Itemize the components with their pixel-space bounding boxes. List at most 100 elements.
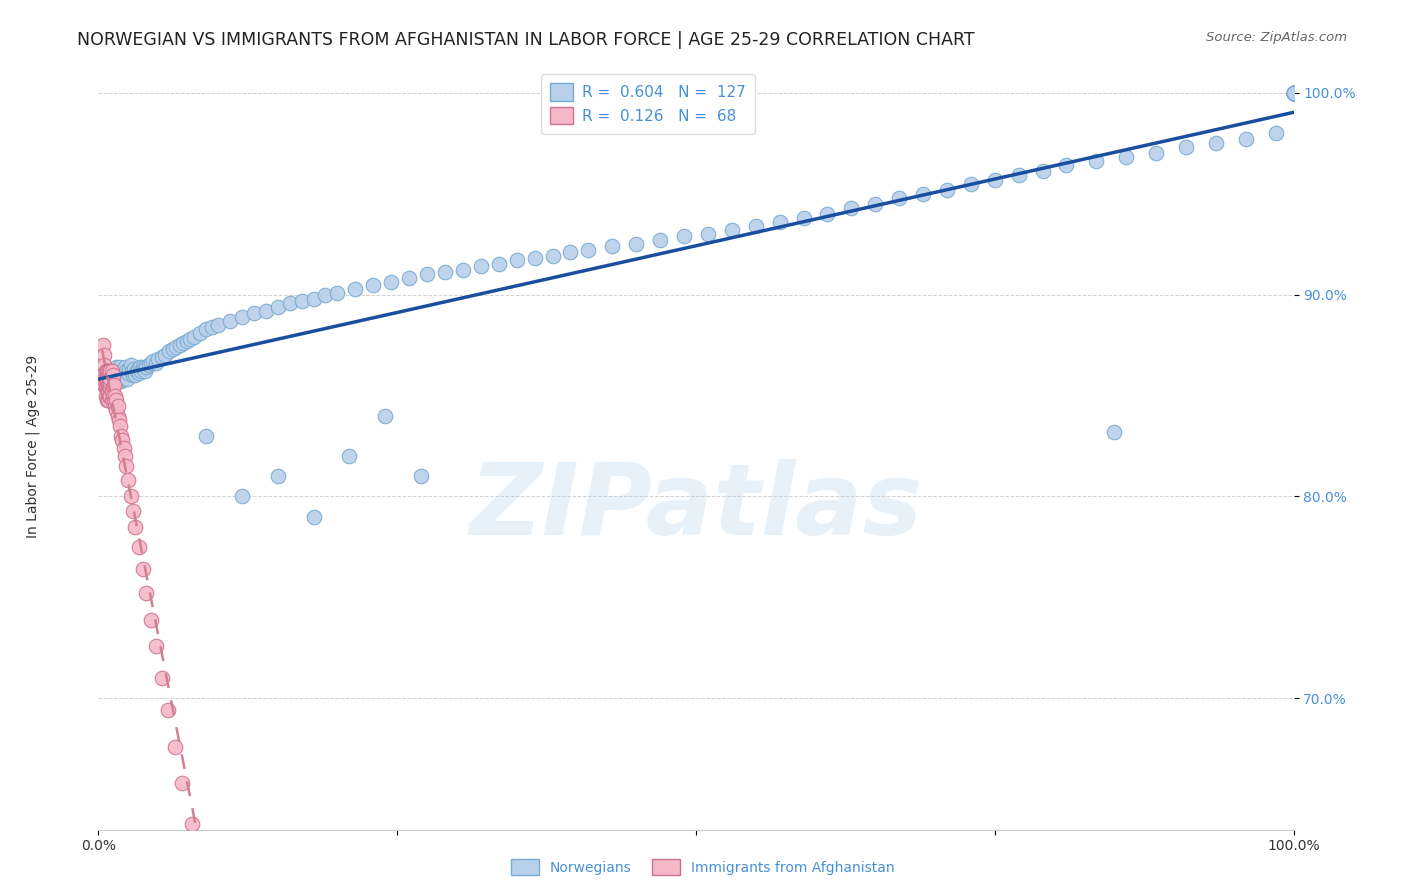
Point	[100, 376, 122, 391]
Point	[115, 459, 138, 474]
Text: ZIPatlas: ZIPatlas	[470, 458, 922, 556]
Point	[302, 292, 325, 306]
Point	[936, 183, 959, 197]
Point	[960, 177, 983, 191]
Point	[721, 223, 744, 237]
Point	[1282, 86, 1305, 100]
Point	[98, 372, 122, 386]
Point	[172, 776, 194, 790]
Point	[93, 378, 115, 392]
Point	[231, 310, 253, 324]
Point	[148, 352, 170, 367]
Point	[97, 392, 120, 407]
Point	[344, 281, 367, 295]
Point	[145, 356, 167, 370]
Point	[96, 364, 118, 378]
Point	[1085, 154, 1108, 169]
Point	[1282, 86, 1305, 100]
Point	[93, 348, 115, 362]
Point	[135, 360, 157, 375]
Point	[120, 358, 142, 372]
Text: NORWEGIAN VS IMMIGRANTS FROM AFGHANISTAN IN LABOR FORCE | AGE 25-29 CORRELATION : NORWEGIAN VS IMMIGRANTS FROM AFGHANISTAN…	[77, 31, 974, 49]
Point	[243, 306, 266, 320]
Point	[112, 367, 135, 381]
Point	[124, 368, 146, 383]
Point	[100, 384, 122, 399]
Point	[114, 360, 136, 375]
Point	[768, 215, 790, 229]
Point	[98, 364, 122, 378]
Point	[115, 364, 138, 378]
Point	[889, 191, 911, 205]
Point	[98, 364, 121, 378]
Point	[145, 639, 167, 653]
Point	[176, 334, 198, 348]
Point	[1282, 86, 1305, 100]
Point	[188, 326, 211, 340]
Point	[98, 388, 122, 402]
Point	[254, 303, 277, 318]
Point	[380, 276, 402, 290]
Point	[112, 441, 135, 455]
Point	[117, 367, 139, 381]
Point	[302, 509, 325, 524]
Point	[122, 503, 145, 517]
Point	[134, 364, 156, 378]
Point	[434, 265, 457, 279]
Point	[124, 362, 146, 376]
Point	[131, 360, 153, 375]
Point	[101, 388, 124, 402]
Point	[98, 372, 122, 386]
Point	[111, 372, 134, 386]
Point	[416, 268, 439, 282]
Point	[267, 469, 290, 483]
Legend: R =  0.604   N =  127, R =  0.126   N =  68: R = 0.604 N = 127, R = 0.126 N = 68	[541, 74, 755, 134]
Point	[104, 399, 127, 413]
Point	[91, 368, 114, 383]
Point	[179, 332, 201, 346]
Point	[142, 354, 165, 368]
Point	[190, 859, 212, 873]
Point	[107, 360, 129, 375]
Point	[560, 245, 582, 260]
Point	[541, 249, 564, 263]
Point	[398, 271, 420, 285]
Point	[97, 378, 120, 392]
Point	[1056, 158, 1078, 172]
Point	[169, 338, 191, 352]
Point	[506, 253, 529, 268]
Point	[1175, 140, 1198, 154]
Point	[602, 239, 624, 253]
Text: Source: ZipAtlas.com: Source: ZipAtlas.com	[1206, 31, 1347, 45]
Point	[523, 252, 546, 266]
Point	[578, 243, 600, 257]
Point	[157, 344, 180, 359]
Point	[815, 207, 838, 221]
Point	[1282, 86, 1305, 100]
Point	[105, 402, 128, 417]
Point	[155, 348, 177, 362]
Point	[111, 433, 134, 447]
Point	[984, 172, 1007, 186]
Point	[93, 358, 115, 372]
Point	[107, 409, 129, 423]
Point	[118, 362, 141, 376]
Point	[1282, 86, 1305, 100]
Point	[94, 380, 117, 394]
Point	[363, 277, 385, 292]
Point	[129, 360, 152, 375]
Point	[1144, 146, 1167, 161]
Point	[96, 384, 118, 399]
Text: In Labor Force | Age 25-29: In Labor Force | Age 25-29	[25, 354, 39, 538]
Point	[183, 330, 205, 344]
Point	[96, 372, 118, 386]
Point	[278, 295, 301, 310]
Point	[135, 586, 157, 600]
Point	[96, 376, 118, 391]
Point	[105, 360, 128, 375]
Point	[1282, 86, 1305, 100]
Point	[470, 260, 492, 274]
Point	[1234, 132, 1257, 146]
Point	[163, 739, 186, 754]
Point	[156, 703, 179, 717]
